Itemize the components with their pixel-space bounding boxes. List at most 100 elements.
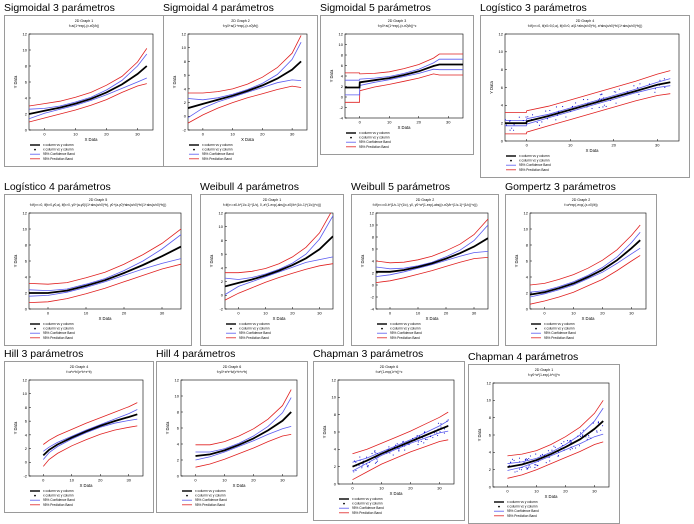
y-tick-label: 4 <box>501 103 504 108</box>
data-point <box>395 444 397 446</box>
fit-line <box>507 420 604 468</box>
y-tick-label: 0 <box>177 473 180 478</box>
data-point <box>569 442 571 444</box>
x-tick-label: 10 <box>379 486 384 491</box>
y-tick-label: 10 <box>524 226 529 231</box>
y-axis-label: Y Data <box>329 69 334 82</box>
y-tick-label: 4 <box>221 265 224 270</box>
data-point <box>547 450 549 452</box>
chart-title: Weibull 5 parámetros <box>351 181 451 193</box>
fit-line <box>345 63 463 89</box>
x-tick-label: 30 <box>290 132 295 137</box>
y-tick-label: 12 <box>332 377 337 382</box>
legend-marker <box>34 148 36 151</box>
data-point <box>509 120 511 122</box>
data-point <box>549 460 551 462</box>
chart-cell: Logístico 4 parámetros 2D Graph 5 f=if(x<=… <box>4 181 192 346</box>
y-tick-label: 8 <box>341 52 344 57</box>
prediction-band-upper <box>505 70 671 113</box>
legend-entry: 95% Prediction Band <box>43 157 73 161</box>
data-point <box>440 423 442 425</box>
y-axis-label: Y Data <box>165 421 170 434</box>
data-point <box>600 98 602 100</box>
y-tick-label: 0 <box>372 282 375 287</box>
confidence-band-lower <box>352 430 449 472</box>
x-tick-label: 20 <box>122 311 127 316</box>
x-tick-label: 0 <box>543 311 546 316</box>
legend-entry: x column vs y column <box>519 154 550 158</box>
chart-cell: Sigmoidal 4 parámetros 2D Graph 2 f=y0+a/(… <box>163 2 318 167</box>
chart-panel: 2D Graph 4 f=if(x<=0, if(x0>0,0,a), if(x0… <box>480 15 690 178</box>
plot-frame <box>492 382 610 488</box>
data-point <box>613 91 615 93</box>
legend-entry: 95% Confidence Band <box>359 140 391 144</box>
y-axis-label: Y Data <box>209 254 214 267</box>
data-point <box>605 105 607 108</box>
data-point <box>377 456 379 458</box>
chart-title: Gompertz 3 parámetros <box>505 181 616 193</box>
y-tick-label: 0 <box>501 138 504 143</box>
data-point <box>538 124 540 126</box>
data-point <box>588 435 590 437</box>
data-point <box>430 436 432 438</box>
fit-line <box>530 239 641 296</box>
equation-label: f=if(x<=0, if(x0>0,0,a), if(x0>0, a/(1+a… <box>528 24 643 28</box>
data-point <box>648 83 650 85</box>
graph-subtitle: 2D Graph 2 <box>416 198 435 202</box>
y-tick-label: 2 <box>334 464 337 469</box>
data-point <box>416 435 418 437</box>
legend-entry: x column vs y column <box>43 327 74 331</box>
data-point <box>610 99 612 101</box>
legend-entry: x column vs y column <box>519 159 550 163</box>
legend-entry: 95% Prediction Band <box>43 503 73 507</box>
chart-title: Sigmoidal 4 parámetros <box>163 2 274 14</box>
y-axis-label: Y Data <box>13 254 18 267</box>
x-axis-label: X Data <box>80 483 93 488</box>
chart-panel: 2D Graph 4 f=a*x^b/(c^b+x^b) -2 0 2 4 6 8 10 12 0 1… <box>4 361 154 513</box>
x-tick-label: 30 <box>655 143 660 148</box>
y-tick-label: 12 <box>23 377 28 382</box>
prediction-band-upper <box>195 389 292 446</box>
x-tick-label: 10 <box>263 311 268 316</box>
data-point <box>447 419 449 421</box>
data-point <box>420 440 422 442</box>
y-tick-label: 8 <box>221 238 224 243</box>
data-point <box>570 441 572 443</box>
graph-subtitle: 2D Graph 2 <box>231 19 250 23</box>
data-point <box>563 449 565 451</box>
y-tick-label: 8 <box>372 234 375 239</box>
x-tick-label: 0 <box>237 311 240 316</box>
chart-panel: 2D Graph 1 f=if(x<=x0-b*(1/c-1)^(1/c), 0,… <box>200 194 344 346</box>
data-point <box>587 99 589 101</box>
data-point <box>408 444 410 446</box>
legend-marker <box>498 505 500 508</box>
data-point <box>596 430 598 432</box>
graph-subtitle: 2D Graph 1 <box>535 368 554 372</box>
data-point <box>359 459 361 461</box>
data-point <box>402 441 404 443</box>
data-point <box>654 91 656 93</box>
legend-entry: 95% Confidence Band <box>195 498 227 502</box>
data-point <box>353 460 355 462</box>
data-point <box>563 441 565 443</box>
graph-subtitle: 2D Graph 3 <box>388 19 407 23</box>
data-point <box>545 462 547 464</box>
y-tick-label: 12 <box>339 31 344 36</box>
equation-label: f=if(x<=x0-b*(1/c-1)^(1/c), 0, a*(1-exp(… <box>223 203 321 207</box>
chart-panel: 2D Graph 1 f=a/(1+exp(-(x-x0)/b)) 0 2 4 6 8 10 1… <box>4 15 164 167</box>
data-point <box>446 420 448 422</box>
y-axis-label: Y Data <box>489 80 494 93</box>
prediction-band-lower <box>225 263 333 301</box>
y-tick-label: 8 <box>25 63 28 68</box>
y-tick-label: 2 <box>372 270 375 275</box>
x-tick-label: 10 <box>568 143 573 148</box>
chart-cell: Weibull 4 parámetros 2D Graph 1 f=if(x<=x0… <box>200 181 344 346</box>
data-point <box>439 431 441 433</box>
y-tick-label: 6 <box>501 85 504 90</box>
x-axis-label: X Data <box>241 137 254 142</box>
data-point <box>536 121 538 124</box>
